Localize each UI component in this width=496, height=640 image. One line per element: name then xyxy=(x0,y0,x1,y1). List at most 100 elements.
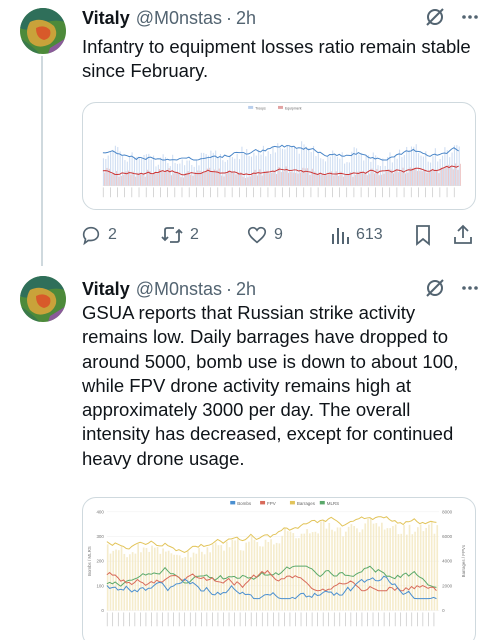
troops-bar xyxy=(236,153,238,186)
troops-bar xyxy=(327,156,329,186)
barrages-bar xyxy=(369,518,372,611)
barrages-bar xyxy=(250,536,253,611)
barrages-bar xyxy=(394,524,397,611)
user-handle[interactable]: @M0nstas xyxy=(135,7,223,28)
equipment-bar xyxy=(433,169,435,186)
reply-icon xyxy=(82,226,100,246)
troops-bar xyxy=(341,152,343,186)
troops-bar xyxy=(439,158,441,186)
heart-icon xyxy=(247,226,267,244)
right-tick-label: 0 xyxy=(442,608,445,613)
troops-bar xyxy=(110,151,112,186)
troops-bar xyxy=(418,153,420,186)
like-button[interactable]: 9 xyxy=(246,222,283,248)
equipment-bar xyxy=(166,170,168,186)
equipment-bar xyxy=(414,168,416,186)
troops-bar xyxy=(425,151,427,186)
avatar[interactable] xyxy=(20,8,66,54)
share-button[interactable] xyxy=(452,222,474,248)
tweet-1[interactable]: Vitaly @M0nstas · 2h Infantry to equipme… xyxy=(0,0,496,266)
x-tick-label xyxy=(178,612,180,627)
grok-icon[interactable] xyxy=(424,6,446,28)
x-tick-label xyxy=(303,187,305,198)
x-tick-label xyxy=(400,612,402,627)
timestamp[interactable]: 2h xyxy=(236,7,257,28)
equipment-bar xyxy=(359,171,361,186)
barrages-bar xyxy=(292,533,295,611)
equipment-bar xyxy=(333,175,335,186)
chart-image-strike-activity[interactable]: Bombs FPV Barrages MLRS 400 300 200 100 0 8000 60… xyxy=(82,497,476,640)
equipment-bar xyxy=(314,171,316,186)
barrages-bar xyxy=(361,529,364,611)
equipment-bar xyxy=(450,166,452,186)
views-button[interactable]: 613 xyxy=(330,222,383,248)
user-handle[interactable]: @M0nstas xyxy=(135,278,223,299)
barrages-bar xyxy=(239,550,242,611)
equipment-bar xyxy=(295,172,297,186)
troops-bar xyxy=(205,153,207,186)
troops-bar xyxy=(291,145,293,186)
x-tick-label xyxy=(102,187,104,198)
equipment-bar xyxy=(216,170,218,186)
repost-button[interactable]: 2 xyxy=(160,222,199,248)
barrages-bar xyxy=(192,552,195,611)
barrages-bar xyxy=(187,551,189,611)
equipment-bar xyxy=(318,174,321,186)
grok-icon[interactable] xyxy=(424,277,446,299)
tweet-2[interactable]: Vitaly @M0nstas · 2h GSUA reports that R… xyxy=(0,262,496,640)
barrages-bar xyxy=(267,541,270,611)
x-tick-label xyxy=(140,612,141,627)
equipment-bar xyxy=(259,169,261,186)
display-name[interactable]: Vitaly xyxy=(82,7,130,28)
equipment-bar xyxy=(443,167,445,186)
x-tick-label xyxy=(188,187,190,198)
reply-button[interactable]: 2 xyxy=(80,222,117,248)
equipment-bar xyxy=(192,175,194,186)
x-tick-label xyxy=(418,187,419,198)
barrages-bar xyxy=(242,550,245,611)
barrages-bar xyxy=(331,529,333,611)
equipment-bar xyxy=(338,175,340,186)
equipment-bar xyxy=(190,174,192,186)
equipment-bar xyxy=(416,171,418,186)
barrages-bar xyxy=(167,550,170,611)
equipment-bar xyxy=(404,173,407,186)
troops-bar xyxy=(186,160,188,186)
barrages-bar xyxy=(184,557,187,611)
chart-image-losses-ratio[interactable]: Troops Equipment xyxy=(82,102,476,210)
troops-bar xyxy=(310,152,312,186)
barrages-bar xyxy=(325,528,328,611)
timestamp[interactable]: 2h xyxy=(236,278,257,299)
troops-bar xyxy=(174,162,176,186)
x-tick-label xyxy=(267,187,269,198)
barrages-bar xyxy=(405,534,408,611)
x-tick-label xyxy=(217,187,219,198)
equipment-bar xyxy=(350,172,352,186)
troops-bar xyxy=(420,155,422,186)
troops-bar xyxy=(332,150,334,186)
equipment-bar xyxy=(273,170,275,186)
equipment-bar xyxy=(218,168,220,186)
equipment-bar xyxy=(244,177,247,186)
x-tick-label xyxy=(145,187,147,198)
left-tick-label: 400 xyxy=(96,509,104,514)
x-tick-label xyxy=(310,187,312,198)
barrages-bar xyxy=(234,540,236,611)
x-tick-label xyxy=(274,187,276,198)
troops-bar xyxy=(262,145,264,186)
more-options-icon[interactable] xyxy=(460,278,480,298)
bookmark-button[interactable] xyxy=(413,222,433,248)
reply-count: 2 xyxy=(108,226,117,243)
display-name[interactable]: Vitaly xyxy=(82,278,130,299)
troops-bar xyxy=(184,165,186,186)
troops-bar xyxy=(413,146,415,186)
equipment-bar xyxy=(242,176,244,186)
avatar[interactable] xyxy=(20,276,66,322)
x-tick-label xyxy=(353,187,355,198)
separator: · xyxy=(226,278,233,299)
x-tick-label xyxy=(239,187,240,198)
x-tick-label xyxy=(405,612,407,627)
more-options-icon[interactable] xyxy=(460,7,480,27)
equipment-bar xyxy=(457,169,459,186)
equipment-bar xyxy=(371,168,373,186)
